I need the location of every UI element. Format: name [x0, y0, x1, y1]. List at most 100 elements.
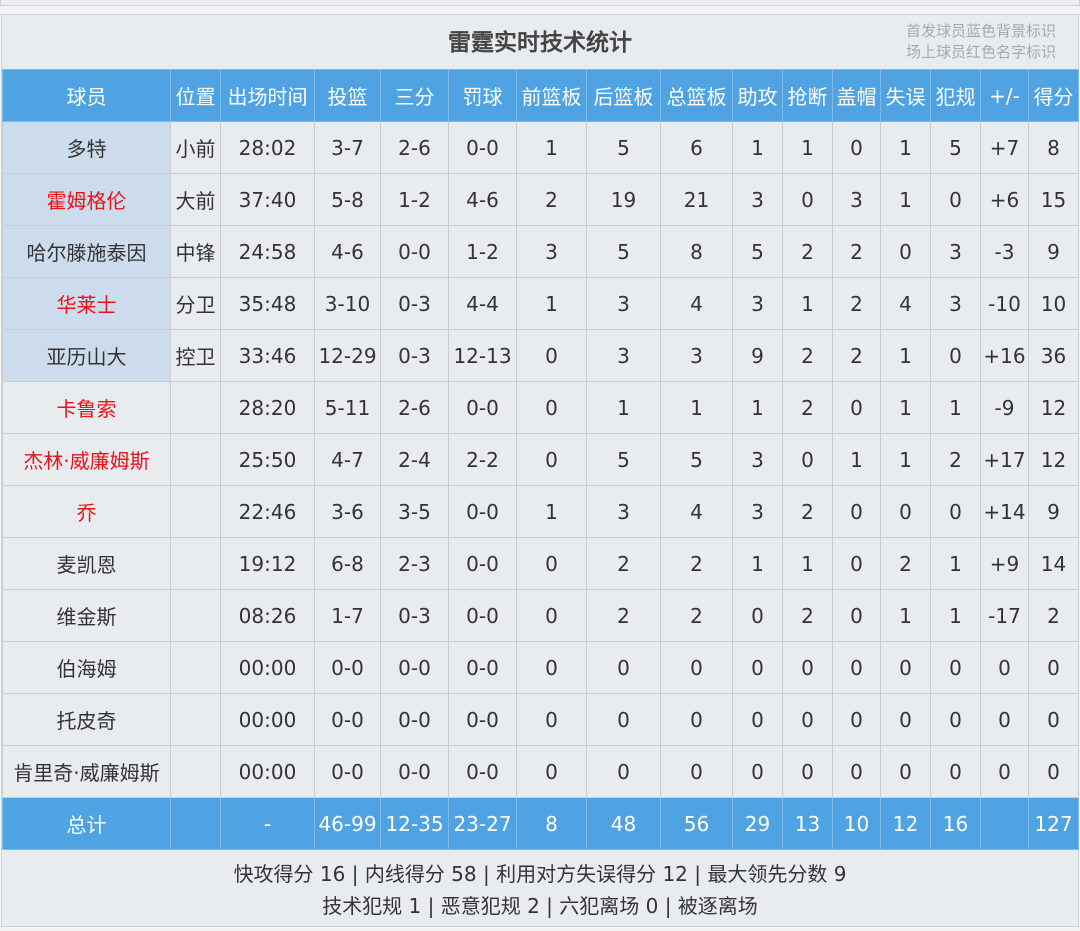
player-name: 伯海姆 [2, 641, 171, 694]
stat-cell: 1-2 [448, 225, 517, 278]
stat-cell [170, 537, 221, 590]
summary-line-scoring: 快攻得分 16 | 内线得分 58 | 利用对方失误得分 12 | 最大领先分数… [233, 862, 847, 886]
stat-cell: 3 [930, 225, 981, 278]
stat-cell: 1 [880, 329, 931, 382]
stat-cell: 0-0 [448, 381, 517, 434]
stat-cell: 0-3 [380, 277, 449, 330]
column-header: 助攻 [732, 69, 783, 122]
stat-cell: 0 [516, 589, 587, 642]
stat-cell: +14 [980, 485, 1029, 538]
stat-cell: 控卫 [170, 329, 221, 382]
column-header: 位置 [170, 69, 221, 122]
stat-cell: 6 [660, 121, 733, 174]
column-header: 后篮板 [586, 69, 661, 122]
player-name: 多特 [2, 121, 171, 174]
stat-cell: 9 [1028, 225, 1079, 278]
stat-cell: 25:50 [220, 433, 315, 486]
player-name: 哈尔滕施泰因 [2, 225, 171, 278]
stat-cell: 0 [732, 589, 783, 642]
stat-cell: 2 [586, 537, 661, 590]
stat-cell: 1 [880, 433, 931, 486]
stat-cell: 3-6 [314, 485, 381, 538]
stat-cell: 3 [586, 329, 661, 382]
total-cell [170, 797, 221, 850]
total-cell: 23-27 [448, 797, 517, 850]
stat-cell: 0-0 [314, 745, 381, 798]
stat-cell: 5 [586, 225, 661, 278]
stat-cell: 0 [782, 641, 833, 694]
stat-cell: 2 [782, 329, 833, 382]
stat-cell: 1-2 [380, 173, 449, 226]
stat-cell: +7 [980, 121, 1029, 174]
stat-cell: 1 [880, 121, 931, 174]
stat-cell: 分卫 [170, 277, 221, 330]
stat-cell: 0 [782, 433, 833, 486]
stat-cell: 0 [782, 173, 833, 226]
stat-cell: 0 [516, 433, 587, 486]
stat-cell [170, 381, 221, 434]
stat-cell: 3-7 [314, 121, 381, 174]
stat-cell: 0 [832, 589, 881, 642]
stat-cell: 5 [930, 121, 981, 174]
column-header: 总篮板 [660, 69, 733, 122]
stat-cell: 0 [516, 329, 587, 382]
stat-cell: 1 [930, 589, 981, 642]
stat-cell: +9 [980, 537, 1029, 590]
stat-cell: 0 [586, 641, 661, 694]
stat-cell: 0-0 [448, 485, 517, 538]
panel-title: 雷霆实时技术统计 首发球员蓝色背景标识 场上球员红色名字标识 [2, 15, 1078, 69]
stat-cell: 0 [880, 485, 931, 538]
stat-cell: 0-0 [448, 693, 517, 746]
stat-cell: 08:26 [220, 589, 315, 642]
stat-cell: 0 [1028, 641, 1079, 694]
column-header: 抢断 [782, 69, 833, 122]
stat-cell [170, 589, 221, 642]
stat-cell: 2-4 [380, 433, 449, 486]
column-header: 得分 [1028, 69, 1079, 122]
column-header: 球员 [2, 69, 171, 122]
stat-cell: 5 [732, 225, 783, 278]
stat-cell: 1 [516, 277, 587, 330]
player-name: 杰林·威廉姆斯 [2, 433, 171, 486]
stat-cell: 0-0 [314, 641, 381, 694]
stat-cell: 1 [732, 381, 783, 434]
stat-cell: 0 [832, 745, 881, 798]
stat-cell: 2-6 [380, 381, 449, 434]
player-name: 肯里奇·威廉姆斯 [2, 745, 171, 798]
stat-cell: 5 [586, 433, 661, 486]
stat-cell: 0 [782, 693, 833, 746]
stat-cell: 1 [782, 537, 833, 590]
stat-cell [170, 693, 221, 746]
stat-cell: 0-0 [380, 641, 449, 694]
total-cell: 12-35 [380, 797, 449, 850]
stat-cell: 2-2 [448, 433, 517, 486]
stat-cell: 2 [782, 381, 833, 434]
stat-cell: 4-4 [448, 277, 517, 330]
column-header: 前篮板 [516, 69, 587, 122]
player-name: 华莱士 [2, 277, 171, 330]
stat-cell: 5-8 [314, 173, 381, 226]
stat-cell: 0 [880, 693, 931, 746]
stat-cell: 4 [660, 277, 733, 330]
stat-cell: 8 [660, 225, 733, 278]
stat-cell: 19 [586, 173, 661, 226]
stat-cell: 0 [832, 485, 881, 538]
stat-cell: 2-6 [380, 121, 449, 174]
player-row: 霍姆格伦 大前 37:40 5-8 1-2 4-6 2 19 21 3 0 3 1 0 +6 15 [2, 173, 1079, 226]
stat-cell: 3 [732, 277, 783, 330]
total-cell: 8 [516, 797, 587, 850]
legend-note: 首发球员蓝色背景标识 场上球员红色名字标识 [906, 21, 1056, 63]
player-row: 华莱士 分卫 35:48 3-10 0-3 4-4 1 3 4 3 1 2 4 3 -10 10 [2, 277, 1079, 330]
stat-cell: 00:00 [220, 693, 315, 746]
stat-cell [170, 641, 221, 694]
stat-cell: 2 [832, 277, 881, 330]
stat-cell: 1 [516, 485, 587, 538]
stat-cell: 1-7 [314, 589, 381, 642]
stat-cell: 3 [586, 485, 661, 538]
stat-cell: 3 [732, 433, 783, 486]
stat-cell: 1 [930, 381, 981, 434]
stat-cell: 12-29 [314, 329, 381, 382]
stat-cell: 1 [930, 537, 981, 590]
stat-cell: 21 [660, 173, 733, 226]
stat-cell: 3 [732, 173, 783, 226]
